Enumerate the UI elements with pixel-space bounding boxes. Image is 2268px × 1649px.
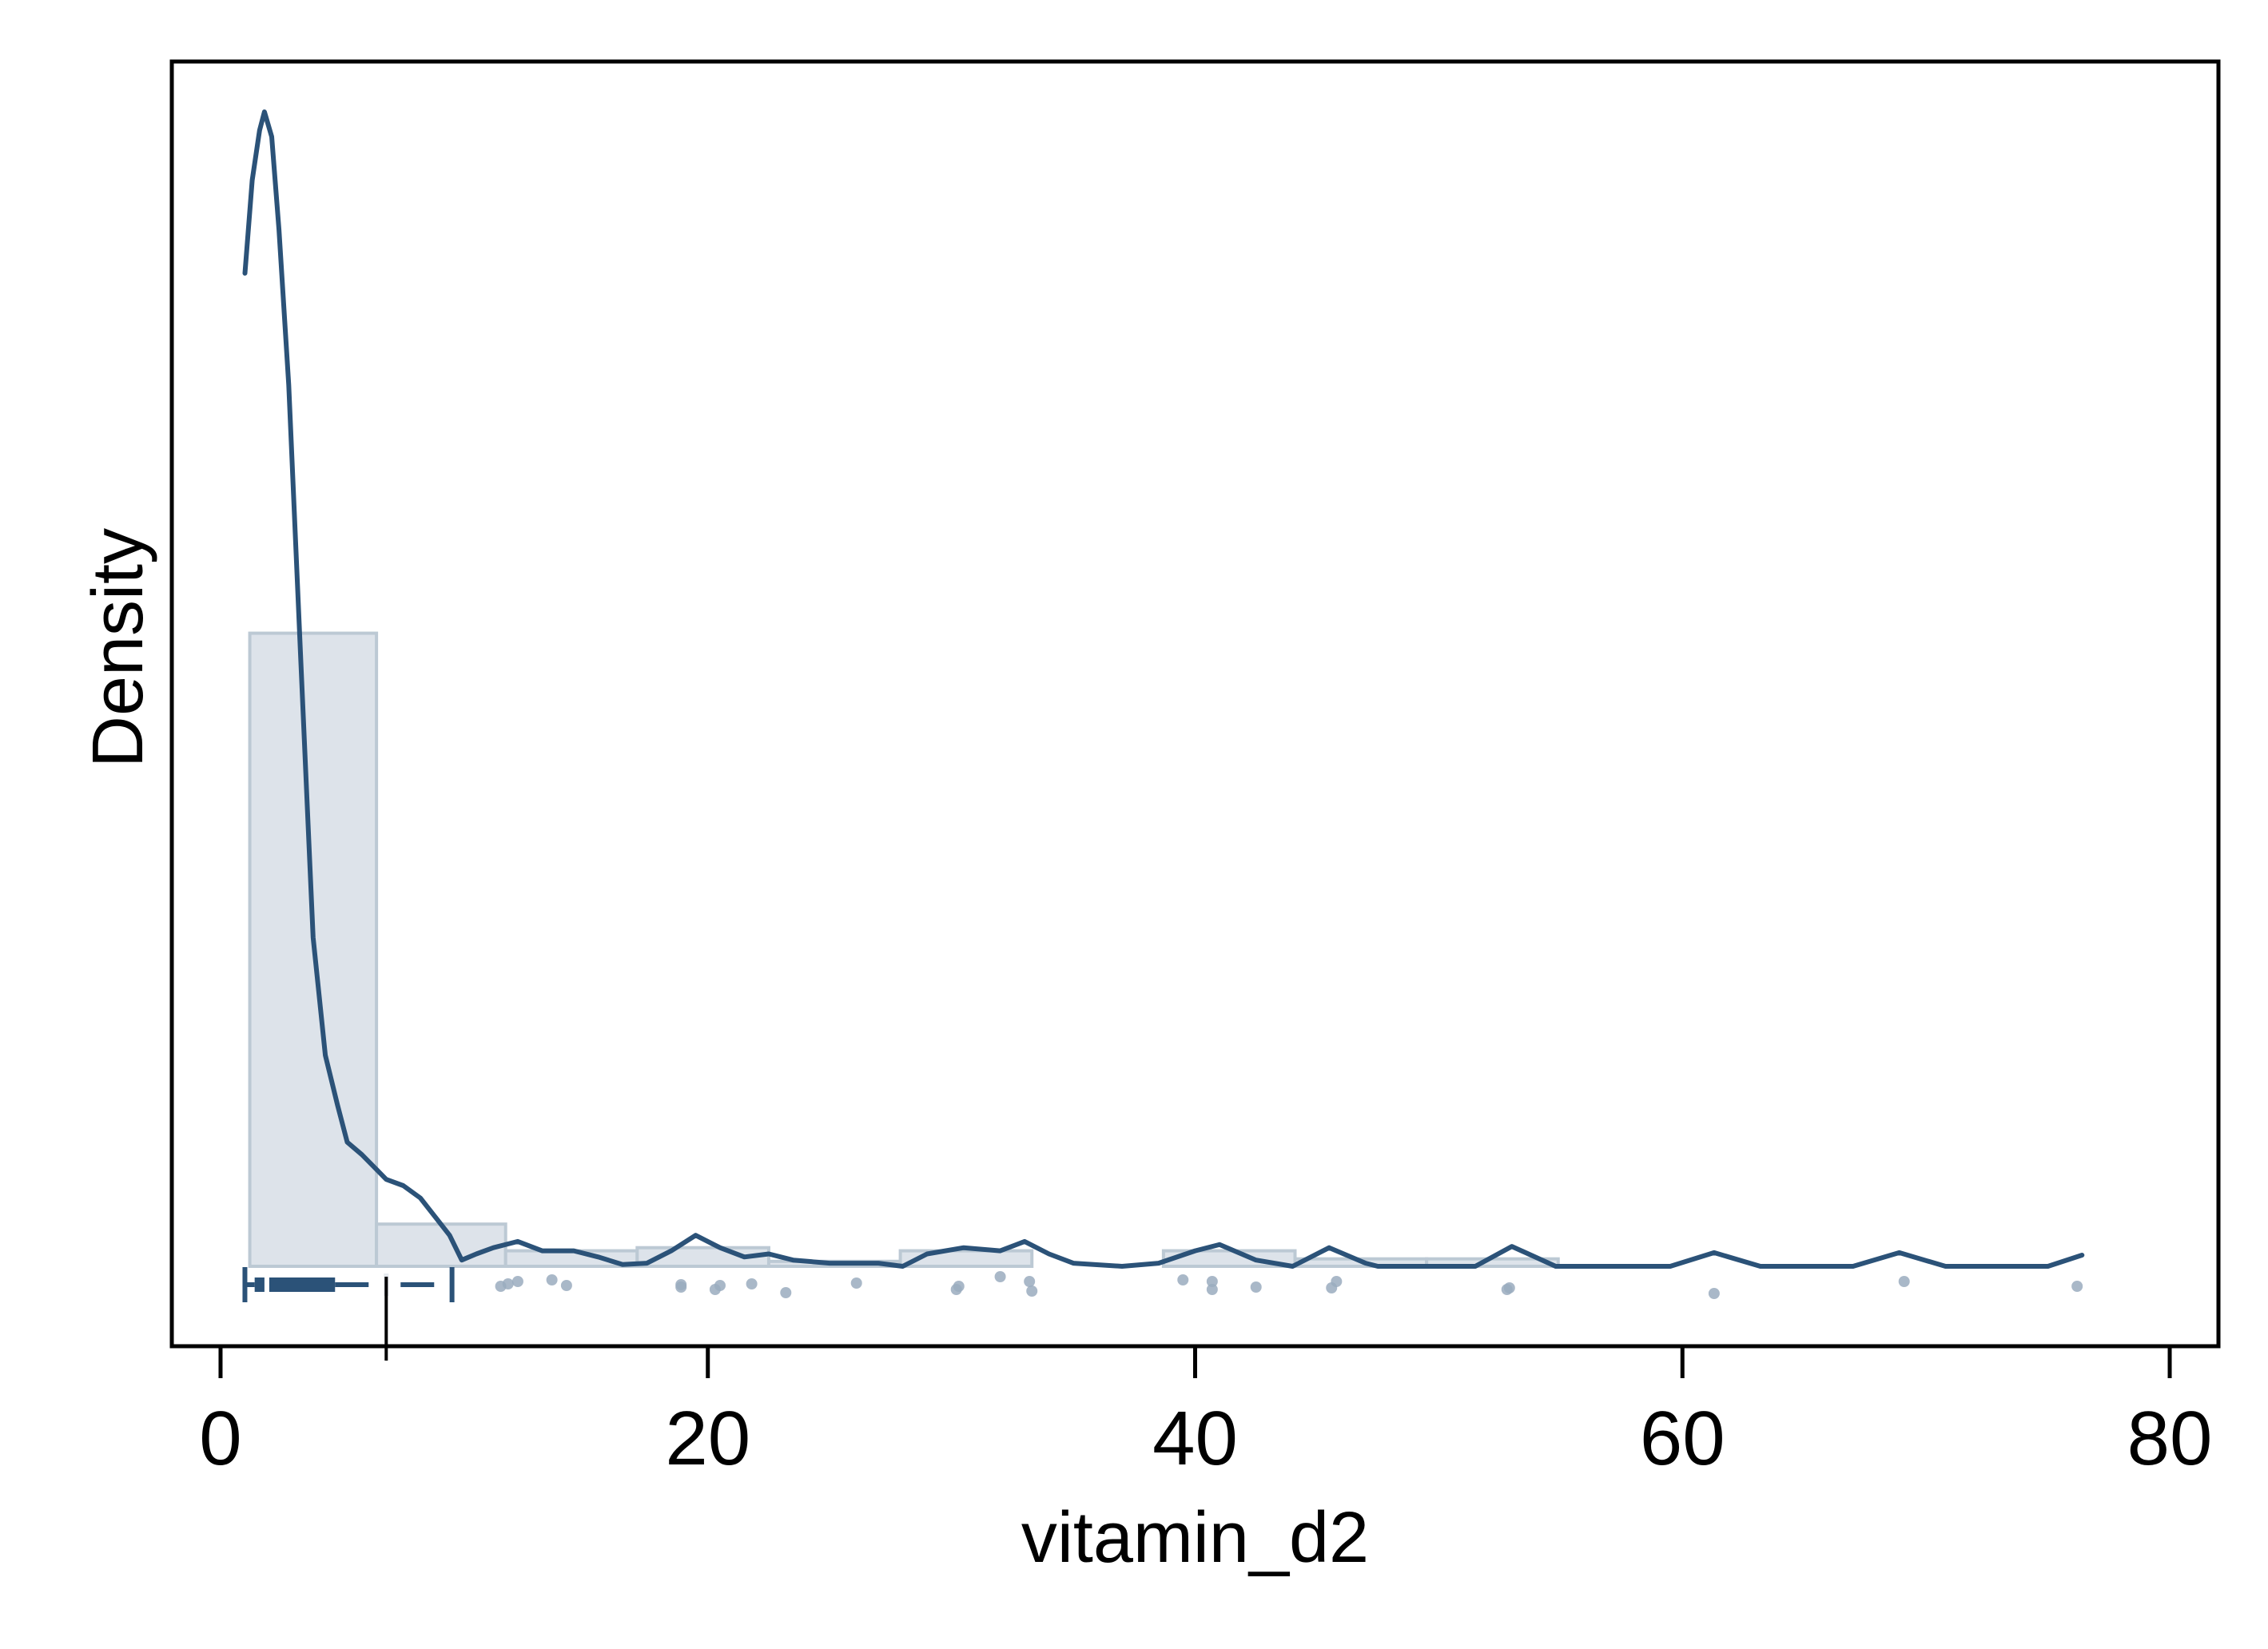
rug-point — [511, 1276, 523, 1287]
rug-point — [2071, 1281, 2083, 1292]
density-curve-layer — [242, 109, 2085, 1269]
y-axis-label: Density — [78, 528, 158, 768]
x-tick-label: 60 — [1640, 1396, 1725, 1481]
rug-point — [850, 1277, 862, 1289]
rug-point — [1898, 1276, 1910, 1287]
density-curve — [242, 109, 2085, 1269]
rug-point — [780, 1287, 792, 1298]
x-tick-label: 20 — [665, 1396, 750, 1481]
rug-point — [1026, 1285, 1038, 1297]
histogram-bar — [375, 1222, 507, 1268]
rug-point — [546, 1274, 558, 1285]
rug-point — [1331, 1276, 1343, 1287]
rug-point — [502, 1278, 514, 1289]
x-axis: 0 20 40 60 80 — [199, 1346, 2212, 1481]
rug-point — [1024, 1276, 1036, 1287]
x-tick-label: 80 — [2127, 1396, 2213, 1481]
rug-point — [1206, 1284, 1218, 1295]
rug-point — [714, 1280, 726, 1291]
rug-point — [746, 1278, 758, 1289]
rug-point — [1708, 1288, 1720, 1299]
rug-point — [1177, 1274, 1189, 1285]
rug-point — [1250, 1281, 1262, 1293]
x-tick-label: 40 — [1152, 1396, 1238, 1481]
x-axis-label: vitamin_d2 — [1021, 1498, 1369, 1578]
rug-point — [1503, 1282, 1515, 1293]
rug-layer — [495, 1271, 2083, 1299]
x-tick-label: 0 — [199, 1396, 241, 1481]
rug-point — [675, 1281, 687, 1293]
rug-point — [953, 1281, 965, 1292]
rug-point — [1206, 1276, 1218, 1287]
rug-point — [994, 1271, 1006, 1282]
rug-point — [560, 1280, 572, 1291]
boxplot-box — [254, 1277, 336, 1292]
